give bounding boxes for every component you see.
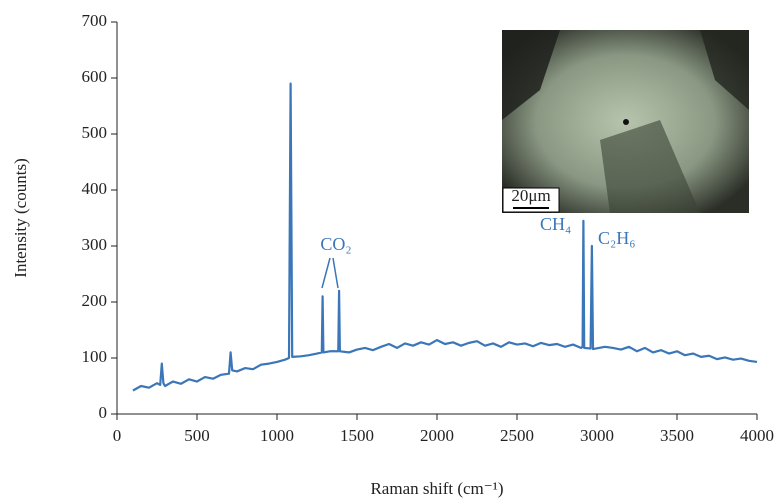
inset-photo: 20μm (502, 30, 749, 213)
x-tick-label: 3500 (660, 426, 694, 445)
y-tick-label: 0 (99, 403, 108, 422)
x-tick-label: 2000 (420, 426, 454, 445)
y-tick-label: 700 (82, 11, 108, 30)
y-tick-label: 600 (82, 67, 108, 86)
peak-annotation: C₂H₆ (598, 228, 636, 248)
peak-annotation: CH₄ (540, 214, 571, 234)
y-axis-label: Intensity (counts) (11, 158, 30, 277)
x-tick-label: 1500 (340, 426, 374, 445)
x-tick-label: 0 (113, 426, 122, 445)
peak-annotation: CO₂ (320, 234, 351, 254)
y-tick-label: 200 (82, 291, 108, 310)
x-tick-label: 2500 (500, 426, 534, 445)
x-tick-label: 3000 (580, 426, 614, 445)
y-tick-label: 300 (82, 235, 108, 254)
scale-label: 20μm (511, 186, 550, 205)
y-tick-label: 400 (82, 179, 108, 198)
y-tick-label: 500 (82, 123, 108, 142)
co2-leaders (321, 257, 339, 289)
spectrum-line (132, 82, 758, 392)
x-tick-label: 1000 (260, 426, 294, 445)
x-tick-label: 4000 (740, 426, 774, 445)
y-tick-label: 100 (82, 347, 108, 366)
x-tick-label: 500 (184, 426, 210, 445)
x-axis-label: Raman shift (cm⁻¹) (370, 479, 503, 498)
